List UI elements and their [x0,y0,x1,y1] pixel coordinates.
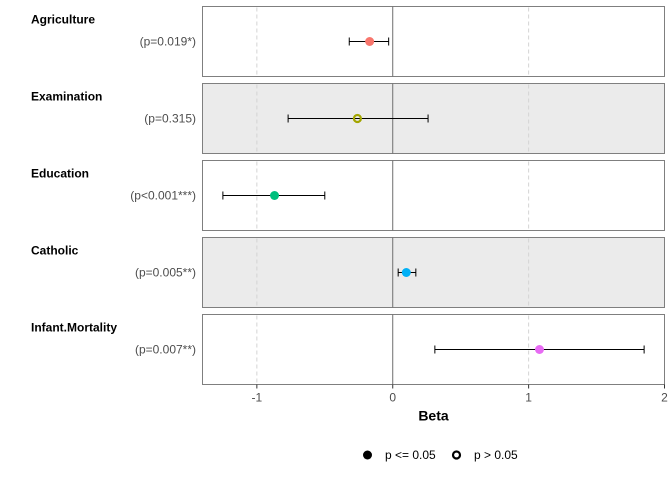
variable-label-infant-mortality: Infant.Mortality [31,321,117,335]
p-value-label-agriculture: (p=0.019*) [140,35,196,49]
point-infant-mortality [534,345,544,354]
point-agriculture [365,37,375,46]
panel-agriculture [202,6,665,77]
variable-label-catholic: Catholic [31,244,79,258]
panel-examination [202,83,665,154]
point-examination [352,113,363,124]
legend-open-circle-icon [451,450,462,460]
legend-label-nonsignificant: p > 0.05 [474,448,518,462]
point-education [270,191,280,200]
variable-label-education: Education [31,167,89,181]
panel-catholic [202,237,665,308]
x-tick-label: -1 [252,391,263,405]
legend-label-significant: p <= 0.05 [385,448,436,462]
legend-filled-circle-icon [363,450,372,460]
point-catholic [401,268,411,277]
x-tick-label: 0 [389,391,396,405]
p-value-label-examination: (p=0.315) [144,112,196,126]
x-tick-label: 2 [661,391,668,405]
p-value-label-infant-mortality: (p=0.007**) [135,343,196,357]
variable-label-examination: Examination [31,90,102,104]
x-tick-label: 1 [525,391,532,405]
variable-label-agriculture: Agriculture [31,13,95,27]
x-axis-title: Beta [418,408,449,424]
p-value-label-catholic: (p=0.005**) [135,266,196,280]
p-value-label-education: (p<0.001***) [130,189,196,203]
